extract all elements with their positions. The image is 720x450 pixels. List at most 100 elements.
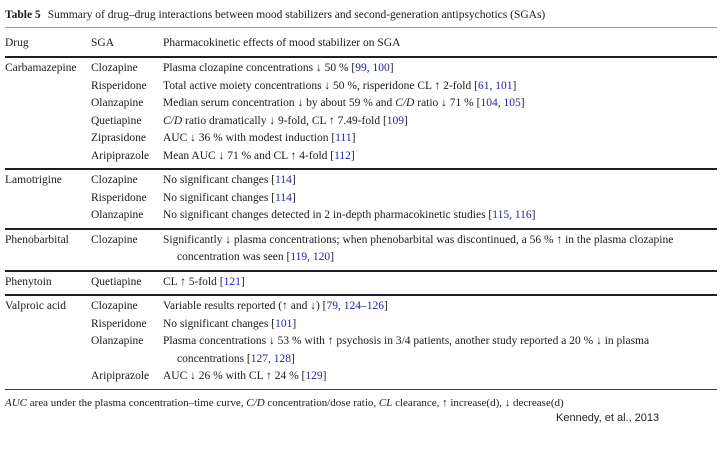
citation-link[interactable]: 101: [275, 317, 293, 330]
citation-link[interactable]: 104, 105: [480, 97, 521, 109]
effect-cell: Plasma concentrations ↓ 53 % with ↑ psyc…: [163, 333, 717, 368]
effect-cell: C/D ratio dramatically ↓ 9-fold, CL ↑ 7.…: [163, 113, 717, 131]
title-divider: [5, 27, 717, 28]
table-row: Valproic acid Clozapine Variable results r…: [5, 298, 717, 316]
column-header-effects: Pharmacokinetic effects of mood stabiliz…: [163, 37, 401, 49]
sga-cell: Risperidone: [91, 79, 147, 92]
drug-cell: Phenytoin: [5, 275, 52, 288]
table-title-text: Summary of drug–drug interactions betwee…: [47, 9, 546, 21]
sga-cell: Quetiapine: [91, 114, 142, 127]
drug-cell: [5, 190, 91, 208]
table-body: Carbamazepine Clozapine Plasma clozapine c…: [5, 58, 717, 390]
effect-text: CL ↑ 5-fold [: [163, 275, 224, 288]
drug-cell: [5, 95, 91, 113]
citation-link[interactable]: 115, 116: [492, 209, 532, 221]
effect-cell: No significant changes detected in 2 in-…: [163, 207, 717, 225]
table-row: Quetiapine C/D ratio dramatically ↓ 9-fol…: [5, 113, 717, 131]
table-number-label: Table 5: [5, 9, 41, 21]
citation-link[interactable]: 119, 120: [290, 251, 331, 263]
citation-link[interactable]: 99, 100: [355, 62, 390, 74]
effect-text: AUC ↓ 36 % with modest induction [: [163, 132, 336, 144]
citation-link[interactable]: 121: [223, 275, 241, 288]
effect-text: clearance, ↑ increase(d), ↓ decrease(d): [392, 396, 564, 409]
column-header-drug: Drug: [5, 37, 29, 49]
effect-text: No significant changes [: [163, 174, 276, 186]
effect-text: ]: [292, 317, 297, 330]
sga-cell: Risperidone: [91, 191, 147, 204]
sga-cell: Clozapine: [91, 174, 138, 186]
effect-text: ]: [389, 62, 394, 74]
drug-cell: [5, 113, 91, 131]
citation-link[interactable]: 114: [275, 191, 292, 204]
effect-text: ]: [240, 275, 245, 288]
effect-cell: AUC ↓ 26 % with CL ↑ 24 % [129]: [163, 368, 717, 386]
effect-text: Median serum concentration ↓ by about 59…: [163, 97, 396, 109]
drug-cell: [5, 333, 91, 368]
sga-cell: Clozapine: [91, 300, 138, 312]
effect-text: ]: [291, 174, 296, 186]
effect-cell: No significant changes [101]: [163, 316, 717, 334]
drug-cell: Lamotrigine: [5, 174, 62, 186]
citation-link[interactable]: 127, 128: [250, 352, 292, 365]
sga-cell: Quetiapine: [91, 275, 142, 288]
column-header-sga: SGA: [91, 37, 115, 49]
abbreviation-italic: C/D: [163, 114, 183, 127]
drug-interaction-table: Table 5 Summary of drug–drug interactions…: [5, 8, 717, 410]
effect-text: ]: [322, 370, 327, 382]
table-title: Table 5 Summary of drug–drug interactions…: [5, 8, 717, 23]
citation-link[interactable]: 111: [335, 132, 352, 144]
effect-text: No significant changes detected in 2 in-…: [163, 209, 493, 221]
abbreviation-italic: C/D: [395, 97, 415, 109]
drug-group: Phenobarbital Clozapine Significantly ↓ pl…: [5, 230, 717, 272]
drug-cell: [5, 78, 91, 96]
abbreviation-italic: CL: [378, 396, 393, 409]
effect-cell: Significantly ↓ plasma concentrations; w…: [163, 232, 717, 267]
table-row: Aripiprazole Mean AUC ↓ 71 % and CL ↑ 4-f…: [5, 148, 717, 166]
effect-text: ]: [512, 79, 517, 92]
drug-cell: [5, 316, 91, 334]
table-header-row: Drug SGA Pharmacokinetic effects of mood…: [5, 28, 717, 58]
table-row: Lamotrigine Clozapine No significant chang…: [5, 172, 717, 190]
table-row: Olanzapine Median serum concentration ↓ b…: [5, 95, 717, 113]
drug-cell: [5, 368, 91, 386]
sga-cell: Clozapine: [91, 233, 138, 246]
effect-cell: CL ↑ 5-fold [121]: [163, 274, 717, 292]
drug-cell: Carbamazepine: [5, 62, 77, 74]
sga-cell: Risperidone: [91, 317, 147, 330]
effect-cell: No significant changes [114]: [163, 172, 717, 190]
effect-cell: Plasma clozapine concentrations ↓ 50 % […: [163, 60, 717, 78]
citation-link[interactable]: 61, 101: [477, 79, 513, 92]
drug-group: Lamotrigine Clozapine No significant chang…: [5, 170, 717, 230]
effect-text: ratio dramatically ↓ 9-fold, CL ↑ 7.49-f…: [182, 114, 387, 127]
citation-link[interactable]: 129: [305, 370, 323, 382]
sga-cell: Olanzapine: [91, 335, 144, 347]
table-row: Ziprasidone AUC ↓ 36 % with modest induct…: [5, 130, 717, 148]
citation-link[interactable]: 114: [275, 174, 292, 186]
citation-link[interactable]: 112: [334, 149, 351, 162]
drug-cell: [5, 148, 91, 166]
abbreviation-italic: C/D: [246, 396, 265, 409]
table-row: Phenobarbital Clozapine Significantly ↓ pl…: [5, 232, 717, 267]
sga-cell: Clozapine: [91, 62, 138, 74]
effect-text: ]: [520, 97, 525, 109]
sga-cell: Ziprasidone: [91, 132, 146, 144]
table-row: Olanzapine No significant changes detecte…: [5, 207, 717, 225]
effect-text: area under the plasma concentration–time…: [27, 396, 247, 409]
effect-text: ]: [404, 114, 408, 127]
effect-text: ]: [531, 209, 536, 221]
effect-text: ]: [330, 251, 335, 263]
citation-link[interactable]: 79, 124–126: [326, 300, 385, 312]
table-row: Olanzapine Plasma concentrations ↓ 53 % w…: [5, 333, 717, 368]
effect-cell: Total active moiety concentrations ↓ 50 …: [163, 78, 717, 96]
drug-group: Phenytoin Quetiapine CL ↑ 5-fold [121]: [5, 272, 717, 296]
abbreviation-italic: AUC: [5, 396, 27, 409]
citation-link[interactable]: 109: [386, 114, 405, 127]
sga-cell: Aripiprazole: [91, 149, 150, 162]
table-row: Carbamazepine Clozapine Plasma clozapine c…: [5, 60, 717, 78]
effect-text: Plasma clozapine concentrations ↓ 50 % [: [163, 62, 356, 74]
drug-group: Valproic acid Clozapine Variable results r…: [5, 296, 717, 390]
sga-cell: Aripiprazole: [91, 370, 150, 382]
table-row: Risperidone No significant changes [101]: [5, 316, 717, 334]
effect-text: Plasma concentrations ↓ 53 % with ↑ psyc…: [163, 335, 650, 365]
